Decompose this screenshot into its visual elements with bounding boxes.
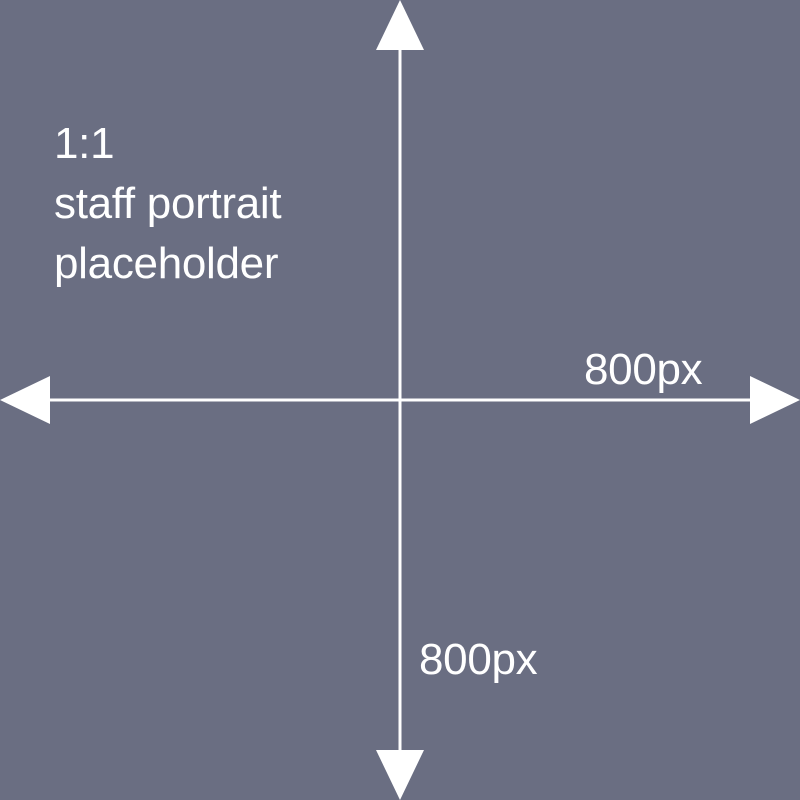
arrow-down-icon <box>376 750 424 800</box>
height-dimension-label: 800px <box>419 635 538 684</box>
aspect-ratio-text: 1:1 <box>54 119 115 168</box>
placeholder-label: 1:1 staff portrait placeholder <box>54 114 282 294</box>
width-dimension-label: 800px <box>584 345 703 394</box>
arrow-up-icon <box>376 0 424 50</box>
arrow-left-icon <box>0 376 50 424</box>
arrow-right-icon <box>750 376 800 424</box>
placeholder-title-line-2: placeholder <box>54 239 279 288</box>
placeholder-title-line-1: staff portrait <box>54 179 282 228</box>
